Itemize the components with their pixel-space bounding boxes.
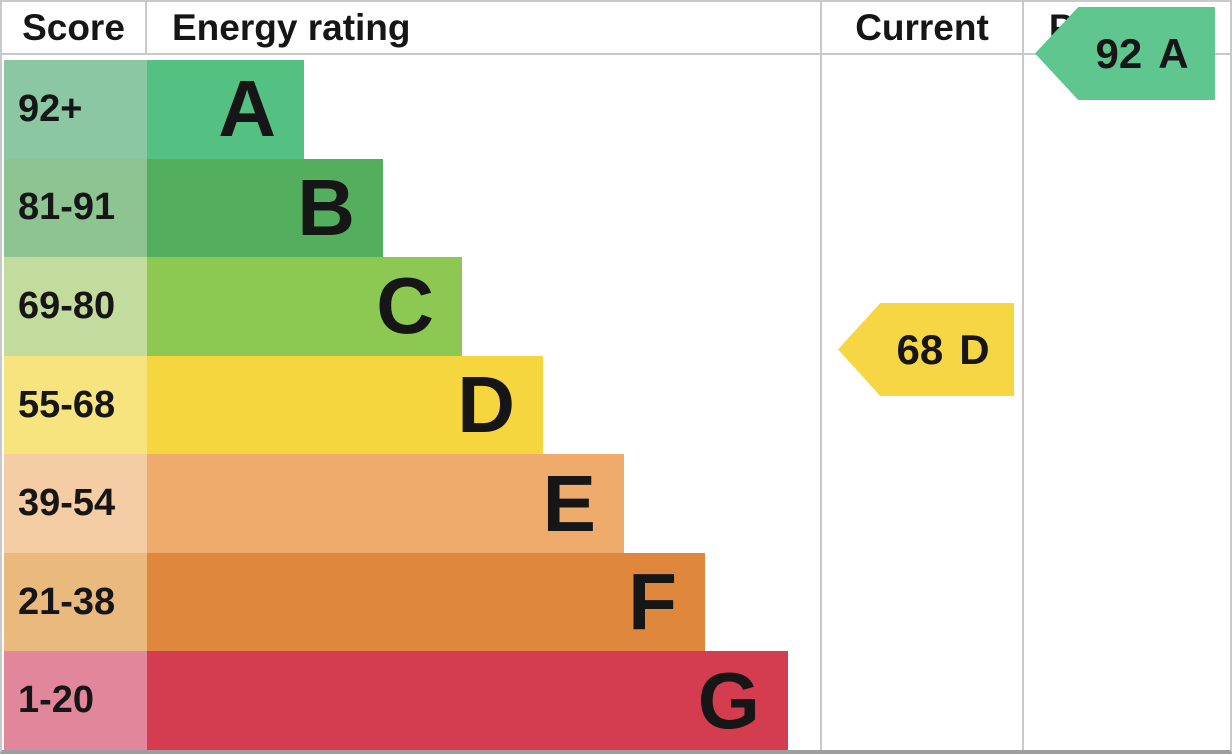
potential-score-value: 92 [1095, 29, 1143, 77]
rating-letter-g: G [697, 655, 760, 745]
header-score: Score [22, 6, 125, 48]
score-range-f: 21-38 [4, 552, 147, 652]
rating-letter-e: E [542, 458, 596, 548]
rating-bar-f: F [147, 552, 705, 652]
rating-letter-c: C [376, 261, 434, 351]
band-row-f: 21-38 F [4, 552, 1228, 652]
band-row-c: 69-80 C [4, 257, 1228, 356]
band-row-e: 39-54 E [4, 454, 1228, 553]
score-range-c: 69-80 [4, 257, 147, 356]
score-range-g: 1-20 [4, 651, 147, 750]
band-row-a: 92+ A [4, 60, 1228, 159]
current-rating-letter: D [959, 325, 990, 373]
rating-bar-g: G [147, 651, 788, 750]
rating-bar-b: B [147, 158, 383, 258]
band-row-d: 55-68 D [4, 355, 1228, 455]
score-range-b: 81-91 [4, 158, 147, 258]
potential-rating-arrow: 92 A [1035, 7, 1215, 100]
score-range-e: 39-54 [4, 454, 147, 553]
header-current: Current [820, 2, 1022, 53]
band-row-b: 81-91 B [4, 158, 1228, 258]
rating-bar-c: C [147, 257, 462, 356]
band-row-g: 1-20 G [4, 651, 1228, 750]
rating-letter-d: D [457, 360, 515, 450]
rating-bar-d: D [147, 355, 543, 455]
rating-bands-area: 92+ A 81-91 B 69-80 C 55-68 D 39-54 E 21-38 F 1-20 G [4, 57, 1228, 750]
current-score-value: 68 [896, 325, 944, 373]
rating-bar-a: A [147, 60, 304, 159]
column-divider-current [820, 2, 822, 750]
rating-letter-f: F [628, 557, 677, 647]
score-range-a: 92+ [4, 60, 147, 159]
rating-letter-a: A [218, 64, 276, 154]
current-rating-arrow: 68 D [838, 303, 1014, 396]
header-energy-rating: Energy rating [145, 2, 820, 53]
score-range-d: 55-68 [4, 355, 147, 455]
potential-rating-letter: A [1158, 29, 1189, 77]
column-divider-potential [1022, 2, 1024, 750]
rating-letter-b: B [297, 162, 355, 252]
rating-bar-e: E [147, 454, 624, 553]
